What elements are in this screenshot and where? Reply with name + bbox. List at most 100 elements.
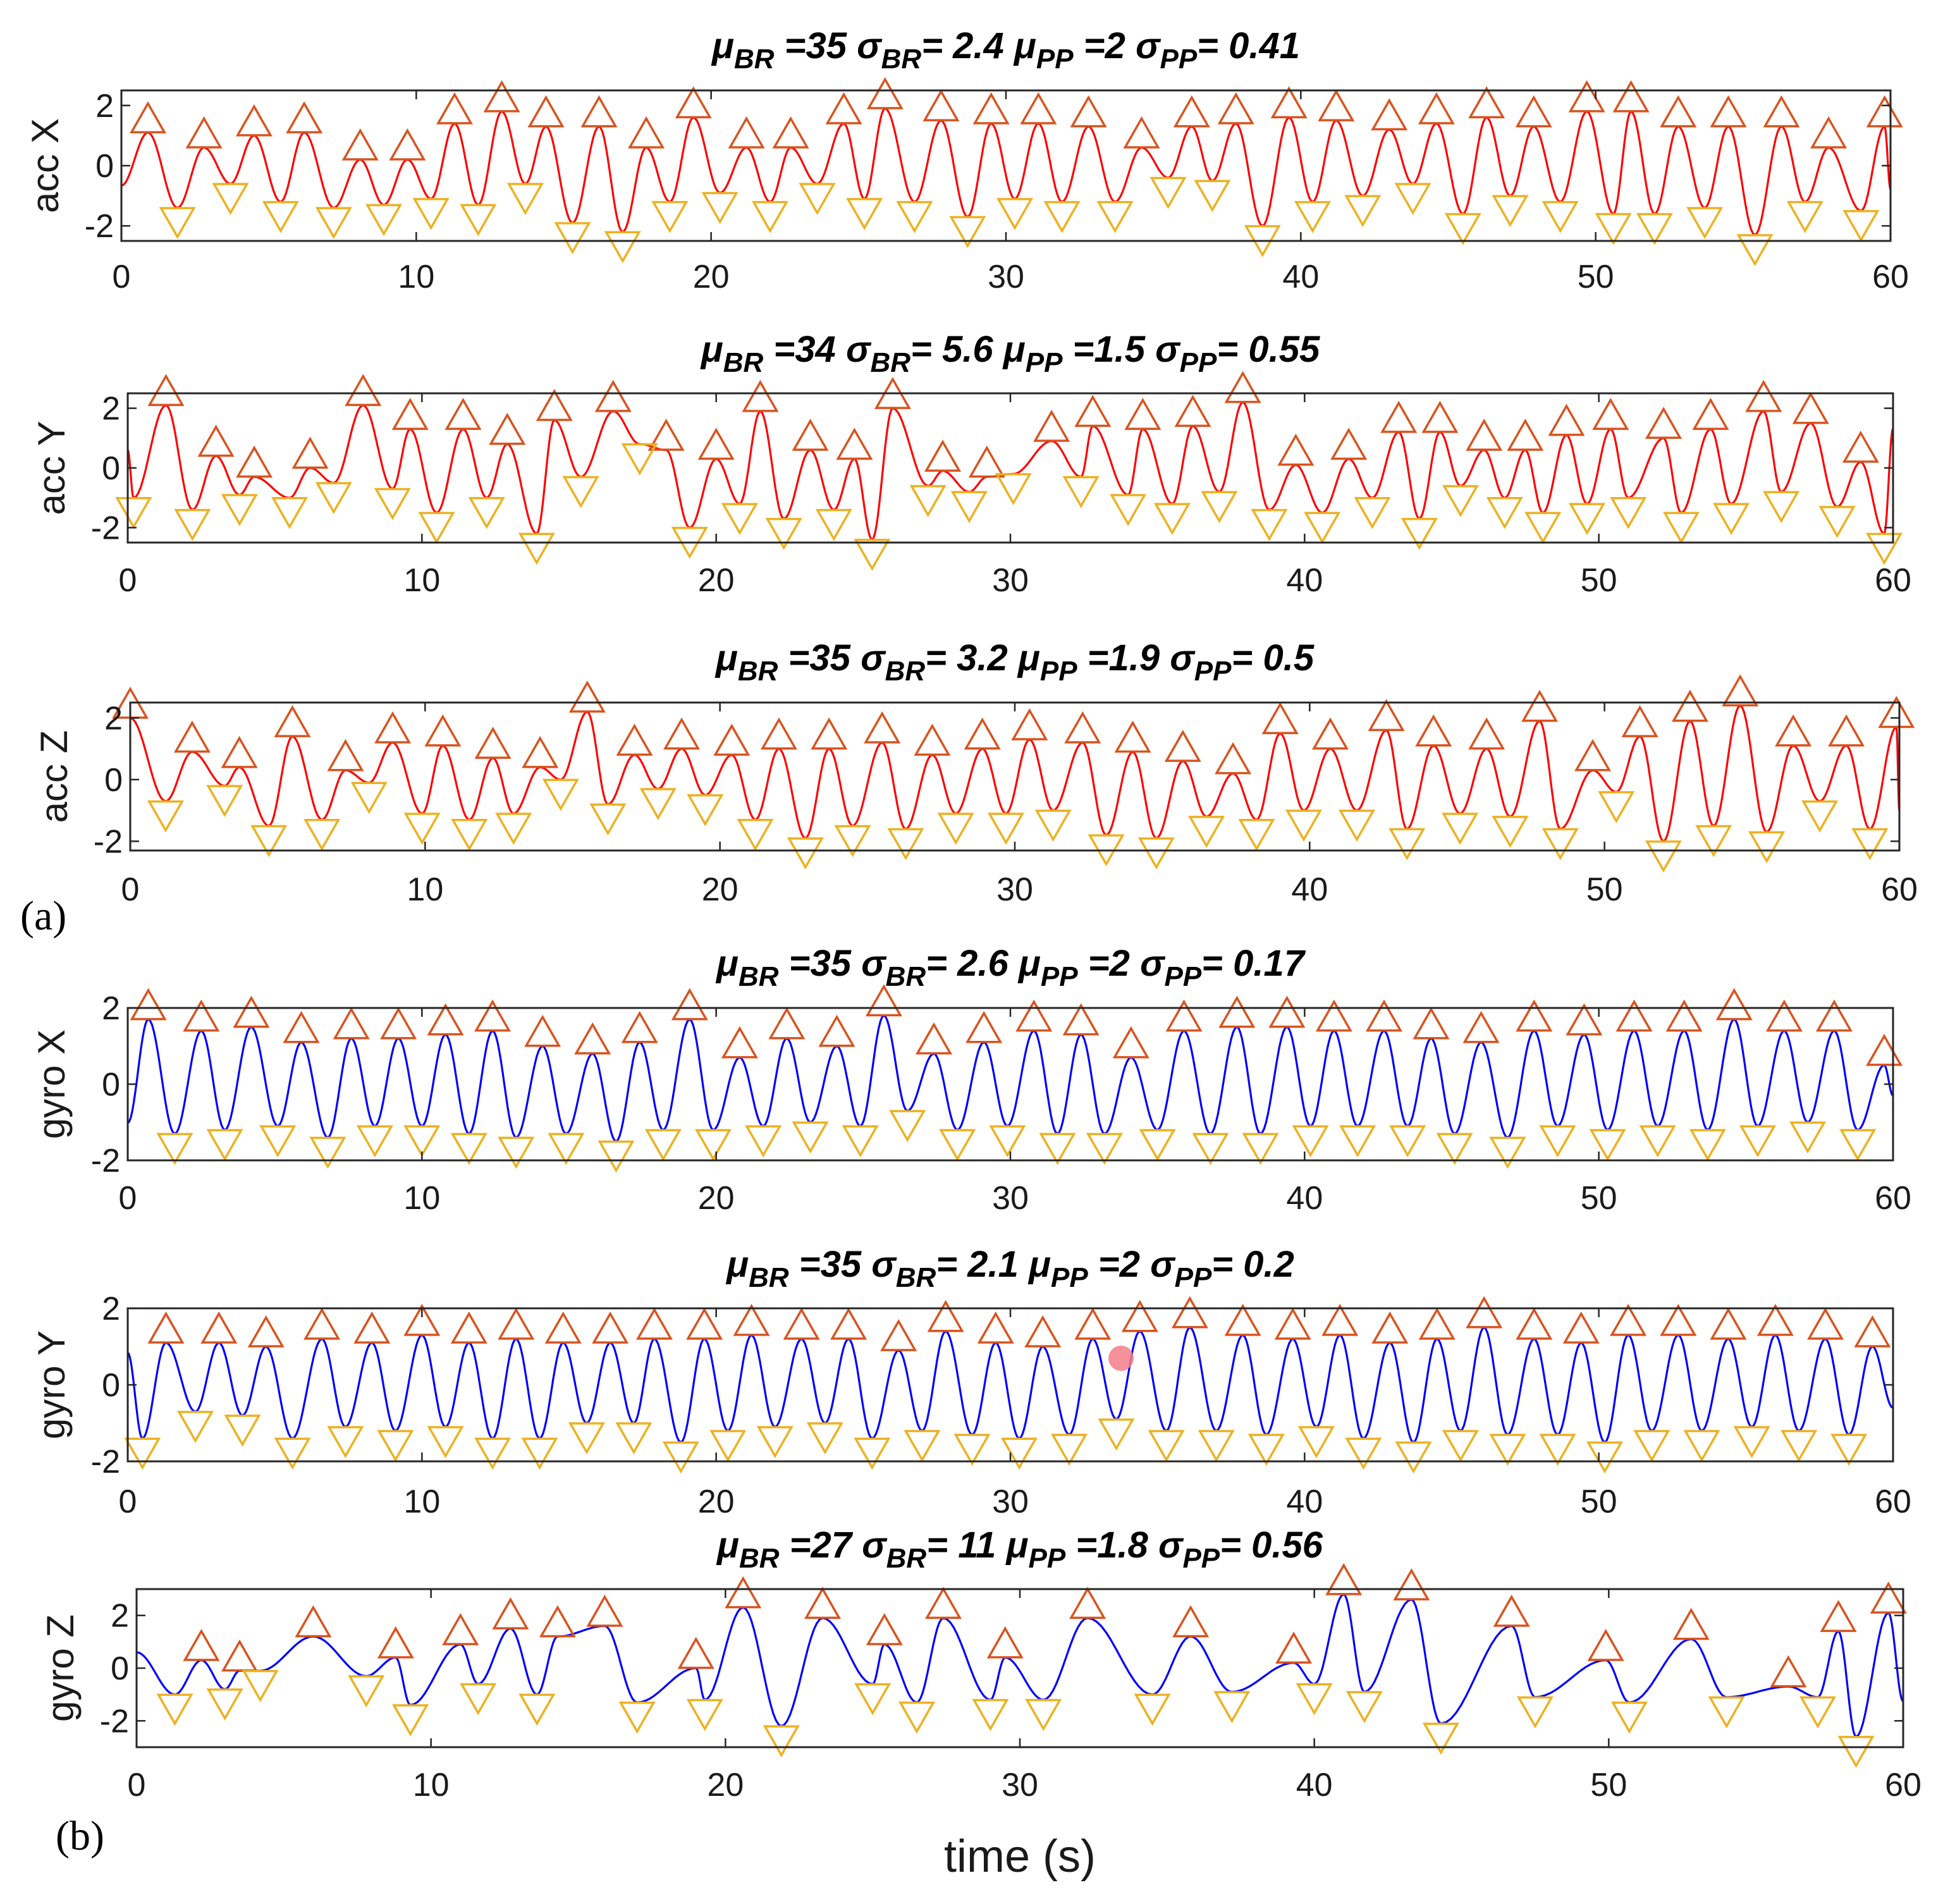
trough-marker <box>1763 491 1800 524</box>
trough-marker <box>1839 1129 1877 1162</box>
peak-marker <box>130 988 167 1021</box>
y-axis-label: acc Z <box>33 730 75 823</box>
trough-marker <box>1194 180 1231 212</box>
trough-marker <box>721 503 758 536</box>
trough-marker <box>554 222 591 254</box>
trough-marker <box>1344 195 1382 228</box>
peak-marker <box>964 717 1001 750</box>
peak-marker <box>539 1605 576 1638</box>
x-tick-label: 50 <box>1581 562 1617 599</box>
chart-panel-1: 0 10 20 30 40 50 60 -2 0 2 acc X μBR =35 σBR= 2.4 μ… <box>24 25 1909 295</box>
peak-marker <box>1275 1631 1313 1664</box>
peak-marker <box>283 1010 320 1043</box>
peak-marker <box>915 1022 953 1055</box>
trough-marker <box>1388 828 1426 861</box>
trough-marker <box>1610 1701 1648 1734</box>
peak-marker <box>804 1587 842 1619</box>
peak-marker <box>586 1594 623 1627</box>
peak-marker <box>1842 431 1879 463</box>
peak-marker <box>880 1319 917 1351</box>
x-tick-label: 10 <box>403 1483 440 1520</box>
peak-marker <box>1521 689 1559 722</box>
panel-label: (a) <box>20 893 66 939</box>
chart-panel-2: 0 10 20 30 40 50 60 -2 0 2 acc Y μBR =34 σBR= 5.6 μ… <box>30 329 1911 599</box>
peak-marker <box>1592 398 1629 430</box>
peak-marker <box>836 427 873 460</box>
trough-marker <box>206 785 243 818</box>
x-tick-label: 30 <box>996 871 1033 908</box>
peak-marker <box>389 128 426 161</box>
peak-marker <box>327 739 364 771</box>
peak-marker <box>1024 1315 1062 1348</box>
peak-marker <box>1548 403 1585 436</box>
peak-marker <box>333 1007 370 1040</box>
peak-marker <box>1371 98 1408 131</box>
trough-marker <box>792 1121 829 1154</box>
y-tick-label: -2 <box>91 510 120 546</box>
trough-marker <box>1689 1129 1726 1162</box>
x-tick-label: 50 <box>1578 259 1614 295</box>
trough-marker <box>542 778 579 811</box>
trough-marker <box>1354 496 1391 529</box>
peak-marker <box>1466 1296 1503 1329</box>
peak-marker <box>380 1007 417 1040</box>
trough-marker <box>1539 1434 1576 1466</box>
peak-marker <box>403 1303 441 1336</box>
peak-marker <box>675 86 712 119</box>
trough-marker <box>737 819 774 851</box>
y-tick-label: 2 <box>102 1291 120 1327</box>
trough-marker <box>156 1133 193 1165</box>
trough-marker <box>451 819 488 851</box>
peak-marker <box>1621 705 1658 737</box>
peak-marker <box>474 999 512 1032</box>
trough-marker <box>834 825 871 857</box>
trough-marker <box>1542 828 1579 861</box>
trough-marker <box>392 1704 429 1736</box>
trough-marker <box>1339 1125 1376 1158</box>
x-tick-label: 30 <box>988 259 1024 295</box>
peak-marker <box>303 1307 341 1340</box>
trough-marker <box>460 1683 497 1716</box>
peak-marker <box>1468 717 1505 750</box>
trough-marker <box>356 1125 393 1158</box>
peak-marker <box>977 1311 1014 1344</box>
peak-marker <box>522 735 559 768</box>
trough-marker <box>1708 1696 1745 1729</box>
signal-line <box>130 704 1899 843</box>
peak-marker <box>1033 409 1070 442</box>
peak-marker <box>721 1026 758 1059</box>
trough-marker <box>1134 1693 1171 1726</box>
peak-marker <box>1325 1563 1363 1595</box>
peak-marker <box>647 419 685 451</box>
peak-marker <box>341 128 379 161</box>
x-tick-label: 50 <box>1581 1483 1617 1520</box>
y-tick-label: -2 <box>85 208 114 245</box>
trough-marker <box>953 1434 991 1466</box>
peak-marker <box>1164 730 1201 762</box>
trough-marker <box>662 1441 699 1474</box>
trough-marker <box>1645 840 1682 873</box>
peak-marker <box>1462 1010 1500 1043</box>
chart-title-6: μBR =27 σBR= 11 μPP =1.8 σPP= 0.56 <box>716 1525 1323 1574</box>
y-tick-label: 0 <box>111 1650 129 1687</box>
peak-marker <box>1828 714 1865 747</box>
trough-marker <box>309 1136 346 1169</box>
trough-marker <box>651 200 689 233</box>
trough-marker <box>1137 837 1175 870</box>
peak-marker <box>725 1576 762 1609</box>
chart-title-5: μBR =35 σBR= 2.1 μPP =2 σPP= 0.2 <box>725 1244 1294 1293</box>
x-tick-label: 60 <box>1875 1483 1911 1520</box>
trough-marker <box>403 813 441 845</box>
trough-marker <box>1492 195 1529 228</box>
peak-marker <box>274 705 311 737</box>
trough-marker <box>972 1698 1009 1731</box>
peak-marker <box>1371 1311 1409 1344</box>
peak-marker <box>1215 742 1252 775</box>
peak-marker <box>1274 1307 1311 1340</box>
peak-marker <box>1660 95 1697 128</box>
trough-marker <box>996 198 1034 230</box>
trough-marker <box>1542 200 1579 233</box>
x-tick-label: 20 <box>698 1483 735 1520</box>
trough-marker <box>418 512 455 544</box>
trough-marker <box>1781 1430 1818 1463</box>
